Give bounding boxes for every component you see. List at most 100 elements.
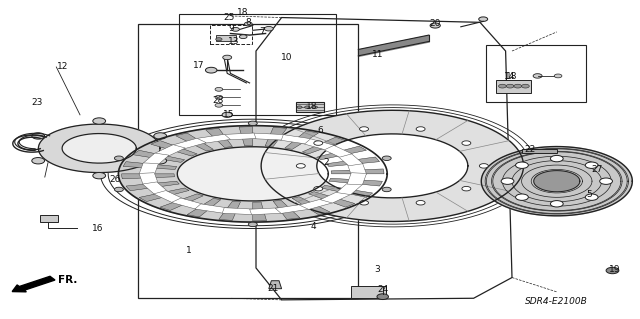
Polygon shape — [273, 200, 300, 219]
Polygon shape — [126, 181, 179, 191]
Polygon shape — [195, 204, 230, 213]
Polygon shape — [154, 145, 186, 157]
Circle shape — [479, 17, 488, 21]
Circle shape — [416, 201, 425, 205]
Polygon shape — [320, 145, 352, 157]
Polygon shape — [308, 192, 355, 207]
Polygon shape — [317, 146, 367, 160]
Circle shape — [314, 141, 323, 145]
Polygon shape — [187, 198, 221, 217]
Circle shape — [154, 158, 166, 164]
Circle shape — [585, 194, 598, 200]
Circle shape — [215, 87, 223, 91]
Text: 6: 6 — [317, 126, 323, 135]
Circle shape — [32, 133, 45, 139]
Polygon shape — [269, 281, 282, 289]
Polygon shape — [347, 163, 367, 175]
Polygon shape — [139, 163, 159, 175]
Circle shape — [223, 55, 232, 60]
Polygon shape — [172, 138, 206, 150]
Text: 24: 24 — [377, 285, 388, 294]
Circle shape — [115, 187, 124, 192]
Circle shape — [462, 186, 471, 191]
Bar — [486, 45, 586, 102]
Text: 1: 1 — [186, 246, 191, 255]
Text: 3: 3 — [375, 265, 380, 274]
Circle shape — [296, 164, 305, 168]
Circle shape — [514, 84, 522, 88]
Circle shape — [264, 26, 273, 31]
Polygon shape — [534, 171, 580, 192]
Bar — [522, 149, 557, 153]
Text: 23: 23 — [31, 98, 43, 107]
Circle shape — [154, 133, 166, 139]
Polygon shape — [222, 208, 256, 215]
Bar — [496, 80, 531, 93]
Circle shape — [516, 194, 529, 200]
Text: 18: 18 — [506, 72, 518, 81]
Text: 25: 25 — [223, 13, 235, 22]
Polygon shape — [321, 185, 372, 197]
Text: 27: 27 — [591, 165, 603, 174]
Circle shape — [533, 74, 542, 78]
Polygon shape — [143, 182, 169, 195]
Polygon shape — [331, 169, 384, 174]
Circle shape — [377, 294, 388, 300]
Polygon shape — [250, 208, 284, 215]
Circle shape — [382, 156, 391, 160]
Polygon shape — [261, 110, 524, 221]
Text: 17: 17 — [193, 61, 204, 70]
Polygon shape — [275, 204, 310, 213]
Circle shape — [115, 156, 124, 160]
Text: 8: 8 — [246, 18, 251, 27]
Polygon shape — [317, 134, 468, 198]
Circle shape — [32, 158, 45, 164]
Polygon shape — [62, 134, 136, 163]
Circle shape — [506, 84, 514, 88]
Bar — [179, 14, 336, 115]
Circle shape — [93, 118, 106, 124]
Polygon shape — [118, 126, 387, 222]
Circle shape — [382, 187, 391, 192]
Polygon shape — [347, 173, 367, 185]
Circle shape — [248, 222, 257, 226]
Polygon shape — [122, 174, 175, 179]
Text: 28: 28 — [212, 96, 223, 105]
Polygon shape — [329, 178, 382, 186]
Polygon shape — [206, 128, 232, 147]
Text: 16: 16 — [92, 224, 103, 233]
Text: FR.: FR. — [58, 275, 77, 285]
Polygon shape — [133, 150, 184, 162]
Text: 22: 22 — [524, 145, 536, 154]
Circle shape — [501, 178, 514, 184]
Circle shape — [312, 106, 317, 108]
Circle shape — [360, 127, 369, 131]
Polygon shape — [172, 198, 206, 209]
Circle shape — [416, 127, 425, 131]
Circle shape — [550, 201, 563, 207]
Text: 9: 9 — [229, 24, 234, 33]
Text: 20: 20 — [429, 19, 441, 28]
Polygon shape — [300, 138, 334, 150]
Circle shape — [215, 95, 223, 99]
Text: SDR4-E2100B: SDR4-E2100B — [525, 297, 588, 306]
Polygon shape — [320, 190, 352, 203]
Circle shape — [215, 103, 223, 107]
Polygon shape — [38, 124, 160, 173]
Polygon shape — [285, 131, 319, 149]
Polygon shape — [239, 127, 253, 146]
Text: 12: 12 — [57, 63, 68, 71]
Polygon shape — [253, 202, 266, 221]
Circle shape — [585, 162, 598, 168]
Circle shape — [314, 186, 323, 191]
Text: 18: 18 — [306, 102, 317, 111]
Text: 21: 21 — [268, 284, 279, 293]
Polygon shape — [265, 127, 287, 146]
Bar — [210, 25, 252, 44]
Text: 7: 7 — [260, 27, 265, 36]
Circle shape — [232, 27, 239, 31]
Polygon shape — [337, 182, 363, 195]
Polygon shape — [139, 173, 159, 185]
Circle shape — [516, 162, 529, 168]
Circle shape — [216, 38, 222, 41]
